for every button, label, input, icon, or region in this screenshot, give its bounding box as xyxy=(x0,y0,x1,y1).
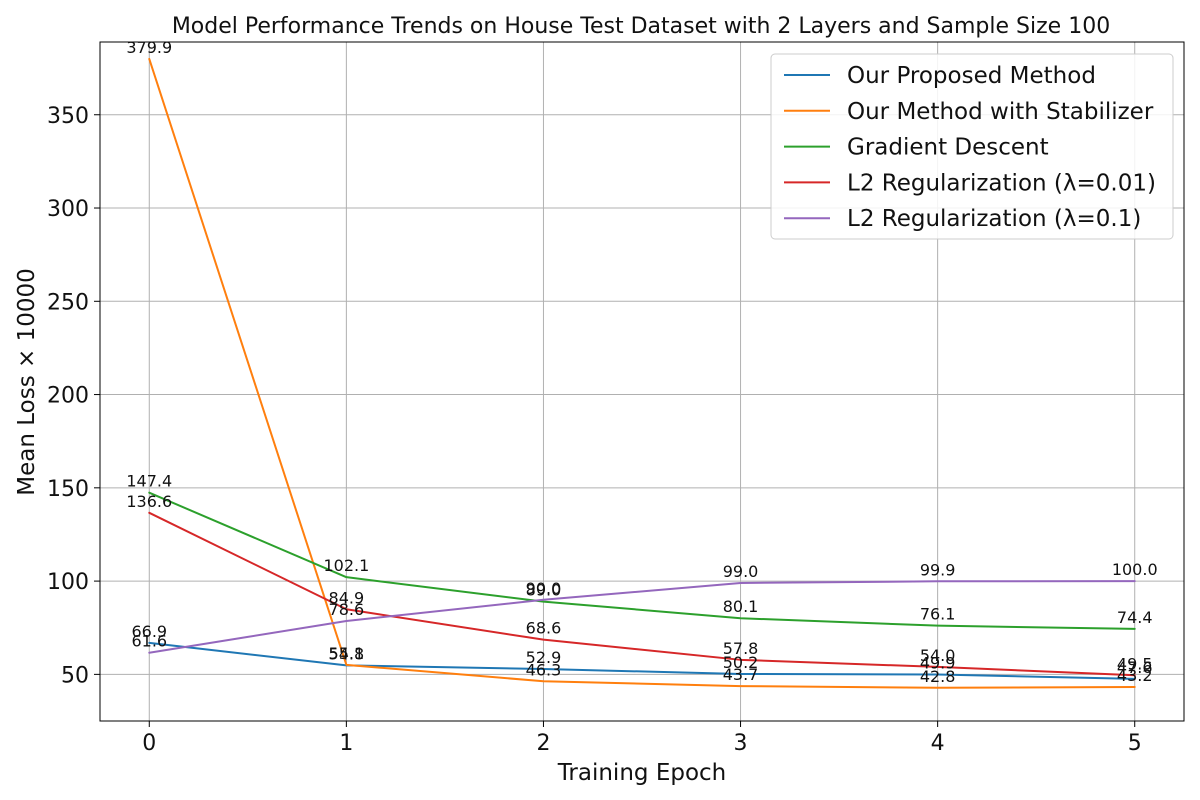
data-label: 78.6 xyxy=(329,600,365,619)
legend-entry: L2 Regularization (λ=0.01) xyxy=(847,170,1156,196)
data-label: 52.9 xyxy=(526,648,562,667)
y-tick-label: 200 xyxy=(47,384,89,409)
data-label: 68.6 xyxy=(526,619,562,638)
legend-entry: Gradient Descent xyxy=(847,135,1049,161)
series-line xyxy=(148,511,1136,677)
data-label: 379.9 xyxy=(126,38,172,57)
data-label: 43.2 xyxy=(1117,666,1153,685)
data-label: 99.9 xyxy=(920,560,956,579)
y-tick-label: 100 xyxy=(47,570,89,595)
legend-items: Our Proposed Method Our Method with Stabi… xyxy=(784,63,1156,232)
data-label: 147.4 xyxy=(126,472,172,491)
data-label: 90.0 xyxy=(526,579,562,598)
data-label: 66.9 xyxy=(131,622,167,641)
data-label: 54.0 xyxy=(920,646,956,665)
data-label: 46.3 xyxy=(526,660,562,679)
y-tick-label: 50 xyxy=(61,663,89,688)
data-label: 42.8 xyxy=(920,667,956,686)
legend-entry: Our Proposed Method xyxy=(847,63,1096,89)
series-line xyxy=(148,641,1136,680)
legend-entry: Our Method with Stabilizer xyxy=(847,99,1154,125)
plot-area xyxy=(99,41,1185,722)
data-label: 89.0 xyxy=(526,581,562,600)
data-label: 102.1 xyxy=(323,556,369,575)
x-axis-label: Training Epoch xyxy=(557,760,727,786)
y-tick-label: 150 xyxy=(47,477,89,502)
data-label: 49.9 xyxy=(920,654,956,673)
y-tick-label: 350 xyxy=(47,104,89,129)
y-tick-label: 250 xyxy=(47,290,89,315)
x-tick-label: 2 xyxy=(536,731,550,756)
data-label: 43.7 xyxy=(723,665,759,684)
series-line xyxy=(148,491,1136,630)
x-tick-label: 3 xyxy=(734,731,748,756)
data-label: 49.5 xyxy=(1117,654,1153,673)
data-label: 100.0 xyxy=(1112,560,1158,579)
x-axis-ticks: 0 1 2 3 4 5 xyxy=(142,721,1142,756)
x-tick-label: 0 xyxy=(142,731,156,756)
x-tick-label: 4 xyxy=(931,731,945,756)
x-tick-label: 5 xyxy=(1128,731,1142,756)
series-line xyxy=(148,580,1136,654)
y-tick-label: 300 xyxy=(47,197,89,222)
data-label: 99.0 xyxy=(723,562,759,581)
data-label: 61.6 xyxy=(131,632,167,651)
data-label: 50.2 xyxy=(723,653,759,672)
data-label: 80.1 xyxy=(723,597,759,616)
data-labels: 66.9 54.8 52.9 50.2 49.9 47.6 379.9 55.1 46.3 43.… xyxy=(126,38,1157,686)
legend: Our Proposed Method Our Method with Stabi… xyxy=(770,53,1174,240)
x-tick-label: 1 xyxy=(339,731,353,756)
data-label: 84.9 xyxy=(329,588,365,607)
data-label: 136.6 xyxy=(126,492,172,511)
y-axis-ticks: 50 100 150 200 250 300 350 xyxy=(47,104,100,688)
y-axis-label: Mean Loss × 10000 xyxy=(14,268,40,495)
series-lines xyxy=(148,57,1136,689)
legend-box xyxy=(770,53,1174,240)
legend-entry: L2 Regularization (λ=0.1) xyxy=(847,206,1141,232)
chart-title: Model Performance Trends on House Test D… xyxy=(172,14,1110,39)
data-label: 54.8 xyxy=(329,644,365,663)
data-label: 76.1 xyxy=(920,605,956,624)
data-label: 57.8 xyxy=(723,639,759,658)
data-label: 74.4 xyxy=(1117,608,1153,627)
data-label: 47.6 xyxy=(1117,658,1153,677)
data-label: 55.1 xyxy=(329,644,365,663)
